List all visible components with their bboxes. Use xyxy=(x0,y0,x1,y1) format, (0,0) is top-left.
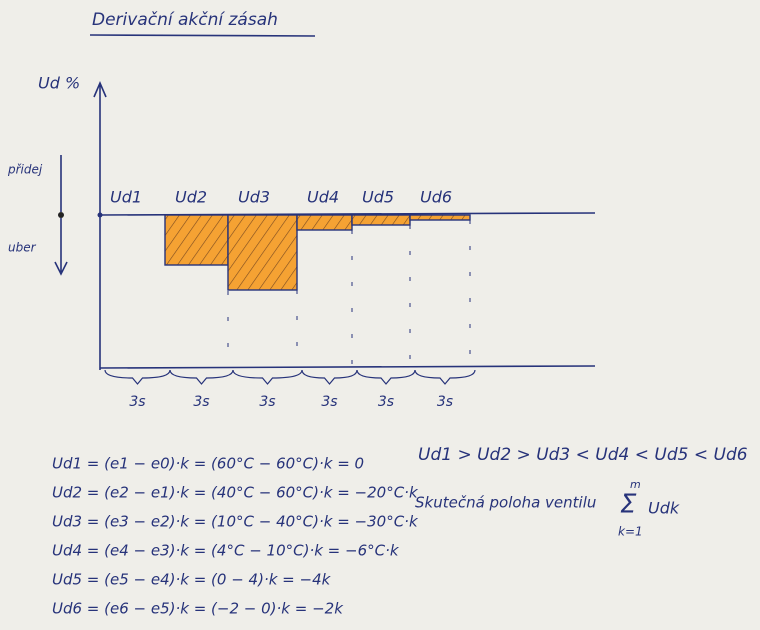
brace xyxy=(169,369,234,385)
up-label: přidej xyxy=(7,163,43,177)
dot xyxy=(58,212,64,218)
brace xyxy=(104,369,171,385)
brace xyxy=(414,369,476,385)
bar-label: Ud4 xyxy=(307,188,339,207)
sum-symbol: Σ xyxy=(620,490,637,520)
bar xyxy=(409,214,471,221)
equation: Ud6 = (e6 − e5)·k = (−2 − 0)·k = −2k xyxy=(52,600,344,618)
brace xyxy=(356,369,416,385)
equation: Ud3 = (e3 − e2)·k = (10°C − 40°C)·k = −3… xyxy=(52,513,419,531)
bar-label: Ud5 xyxy=(362,188,394,207)
sum-bottom: k=1 xyxy=(618,525,643,539)
comparison: Ud1 > Ud2 > Ud3 < Ud4 < Ud5 < Ud6 xyxy=(418,445,748,465)
bar-label: Ud3 xyxy=(238,188,270,207)
bar-label: Ud1 xyxy=(110,188,142,207)
origin xyxy=(97,212,103,218)
equation: Ud5 = (e5 − e4)·k = (0 − 4)·k = −4k xyxy=(52,571,332,589)
time-label: 3s xyxy=(193,394,209,410)
equation: Ud1 = (e1 − e0)·k = (60°C − 60°C)·k = 0 xyxy=(52,455,364,473)
title-underline xyxy=(89,34,316,37)
bar xyxy=(164,214,229,266)
bar xyxy=(227,214,298,291)
equation: Ud2 = (e2 − e1)·k = (40°C − 60°C)·k = −2… xyxy=(52,484,419,502)
title: Derivační akční zásah xyxy=(92,10,278,30)
bar xyxy=(351,214,411,226)
sum-top: m xyxy=(630,478,641,491)
direction-arrows xyxy=(54,155,68,276)
y-label: Ud % xyxy=(38,74,80,93)
valve-label: Skutečná poloha ventilu xyxy=(415,494,596,512)
y-axis xyxy=(93,80,107,370)
time-axis xyxy=(99,365,596,369)
bar-label: Ud2 xyxy=(175,188,207,207)
equation: Ud4 = (e4 − e3)·k = (4°C − 10°C)·k = −6°… xyxy=(52,542,400,560)
time-label: 3s xyxy=(437,394,453,410)
time-label: 3s xyxy=(129,394,145,410)
brace xyxy=(232,369,303,385)
bar xyxy=(296,214,353,231)
sum-term: Udk xyxy=(648,499,680,518)
bar-label: Ud6 xyxy=(420,188,452,207)
down-label: uber xyxy=(8,241,37,255)
brace xyxy=(301,369,358,385)
time-label: 3s xyxy=(259,394,275,410)
time-label: 3s xyxy=(378,394,394,410)
time-label: 3s xyxy=(321,394,337,410)
